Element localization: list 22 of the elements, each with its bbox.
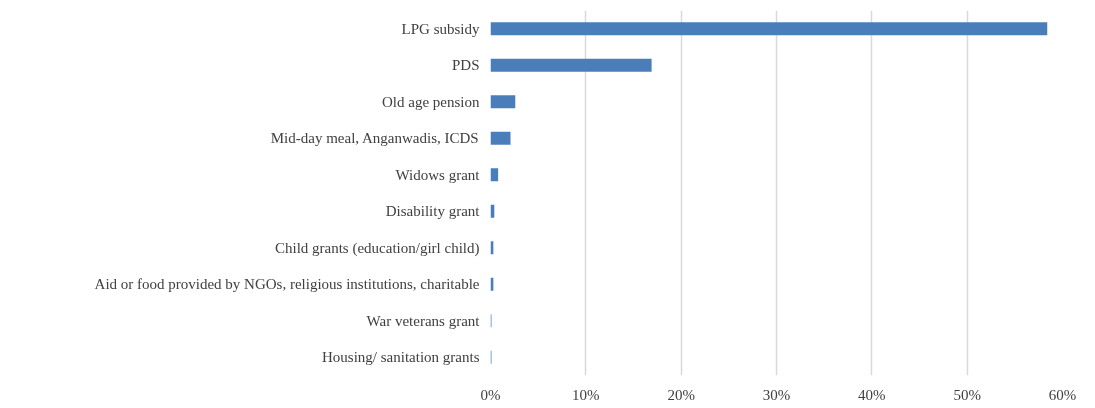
x-tick-label: 50% xyxy=(953,386,981,403)
y-tick-label: Widows grant xyxy=(395,166,481,183)
y-tick-label: Housing/ sanitation grants xyxy=(322,349,480,366)
y-tick-label: Disability grant xyxy=(385,203,481,220)
bar xyxy=(490,131,511,145)
y-tick-label: Aid or food provided by NGOs, religious institutions, charitable xyxy=(94,276,480,293)
y-tick-label: LPG subsidy xyxy=(401,20,480,37)
y-tick-label: Child grants (education/girl child) xyxy=(274,239,480,257)
x-tick-label: 20% xyxy=(667,386,695,403)
bar xyxy=(490,58,652,72)
bar xyxy=(490,22,1048,36)
bar xyxy=(490,95,516,109)
x-tick-label: 10% xyxy=(572,386,600,403)
x-tick-label: 0% xyxy=(480,386,501,403)
x-tick-label: 40% xyxy=(858,386,886,403)
x-tick-label: 30% xyxy=(762,386,791,403)
bar xyxy=(490,168,499,182)
y-tick-label: PDS xyxy=(451,57,480,74)
x-tick-label: 60% xyxy=(1048,386,1077,403)
y-tick-label: Mid-day meal, Anganwadis, ICDS xyxy=(270,130,479,147)
y-tick-label: Old age pension xyxy=(382,93,480,110)
y-tick-label: War veterans grant xyxy=(366,312,481,329)
